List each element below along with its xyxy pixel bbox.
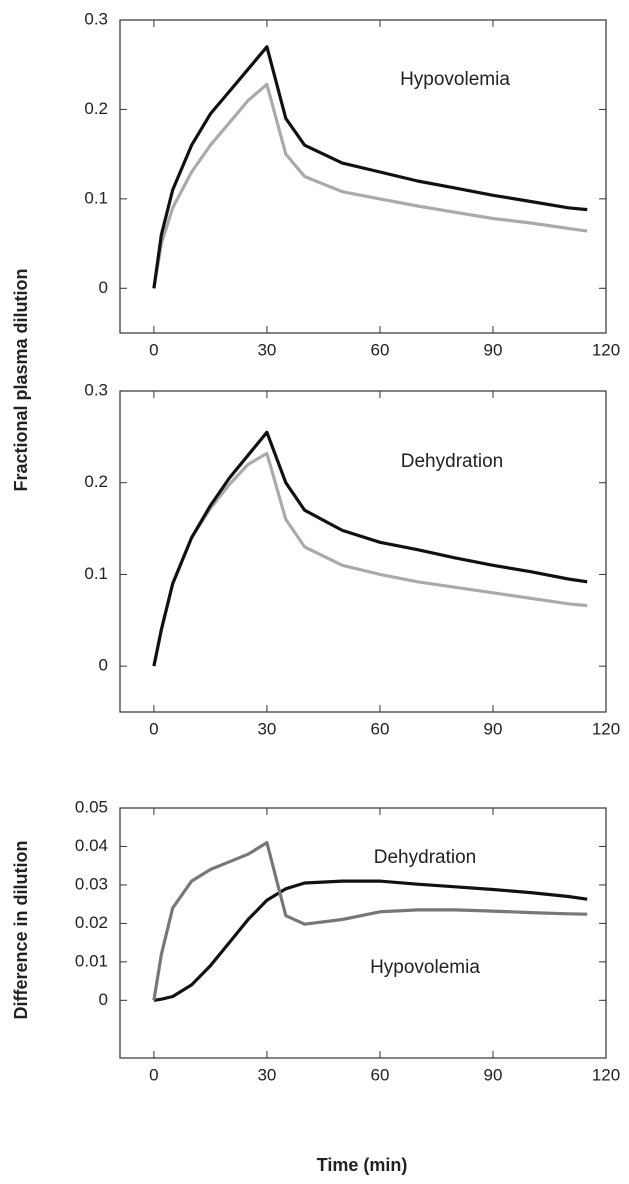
y-tick-label: 0.1 [84, 188, 108, 207]
plot-frame [119, 807, 607, 1059]
x-tick-label: 60 [370, 719, 389, 738]
y-tick-label: 0 [99, 656, 108, 675]
series-line [153, 879, 588, 1002]
plot-frame [119, 390, 607, 713]
x-tick-label: 0 [149, 1065, 158, 1084]
x-tick-label: 90 [484, 1065, 503, 1084]
x-tick-label: 60 [370, 1065, 389, 1084]
series-line [152, 82, 588, 289]
series-line [152, 45, 588, 289]
y-tick-label: 0.04 [75, 836, 108, 855]
x-tick-label: 0 [149, 340, 158, 359]
x-tick-label: 90 [484, 340, 503, 359]
y-axis-label: Difference in dilution [11, 840, 31, 1019]
y-tick-label: 0.05 [75, 797, 108, 816]
y-tick-label: 0.02 [75, 913, 108, 932]
annotation: Dehydration [401, 451, 503, 472]
y-tick-label: 0.2 [84, 99, 108, 118]
x-axis-label: Time (min) [317, 1155, 408, 1175]
y-tick-label: 0 [99, 990, 108, 1009]
y-tick-label: 0.3 [84, 9, 108, 28]
y-tick-label: 0 [99, 278, 108, 297]
y-axis-label: Fractional plasma dilution [11, 268, 31, 491]
annotation: Hypovolemia [370, 957, 480, 978]
y-tick-label: 0.3 [84, 380, 108, 399]
series-line [152, 841, 588, 1001]
x-tick-label: 120 [592, 719, 620, 738]
plot-frame [119, 19, 607, 334]
annotation: Dehydration [374, 847, 476, 868]
x-tick-label: 120 [592, 340, 620, 359]
y-tick-label: 0.2 [84, 472, 108, 491]
x-tick-label: 60 [370, 340, 389, 359]
x-tick-label: 30 [257, 340, 276, 359]
x-tick-label: 90 [484, 719, 503, 738]
y-tick-label: 0.01 [75, 951, 108, 970]
x-tick-label: 30 [257, 1065, 276, 1084]
x-tick-label: 30 [257, 719, 276, 738]
x-tick-label: 0 [149, 719, 158, 738]
annotation: Hypovolemia [400, 69, 510, 90]
x-tick-label: 120 [592, 1065, 620, 1084]
series-line [152, 430, 588, 667]
y-tick-label: 0.1 [84, 564, 108, 583]
series-line [152, 451, 588, 667]
y-tick-label: 0.03 [75, 874, 108, 893]
